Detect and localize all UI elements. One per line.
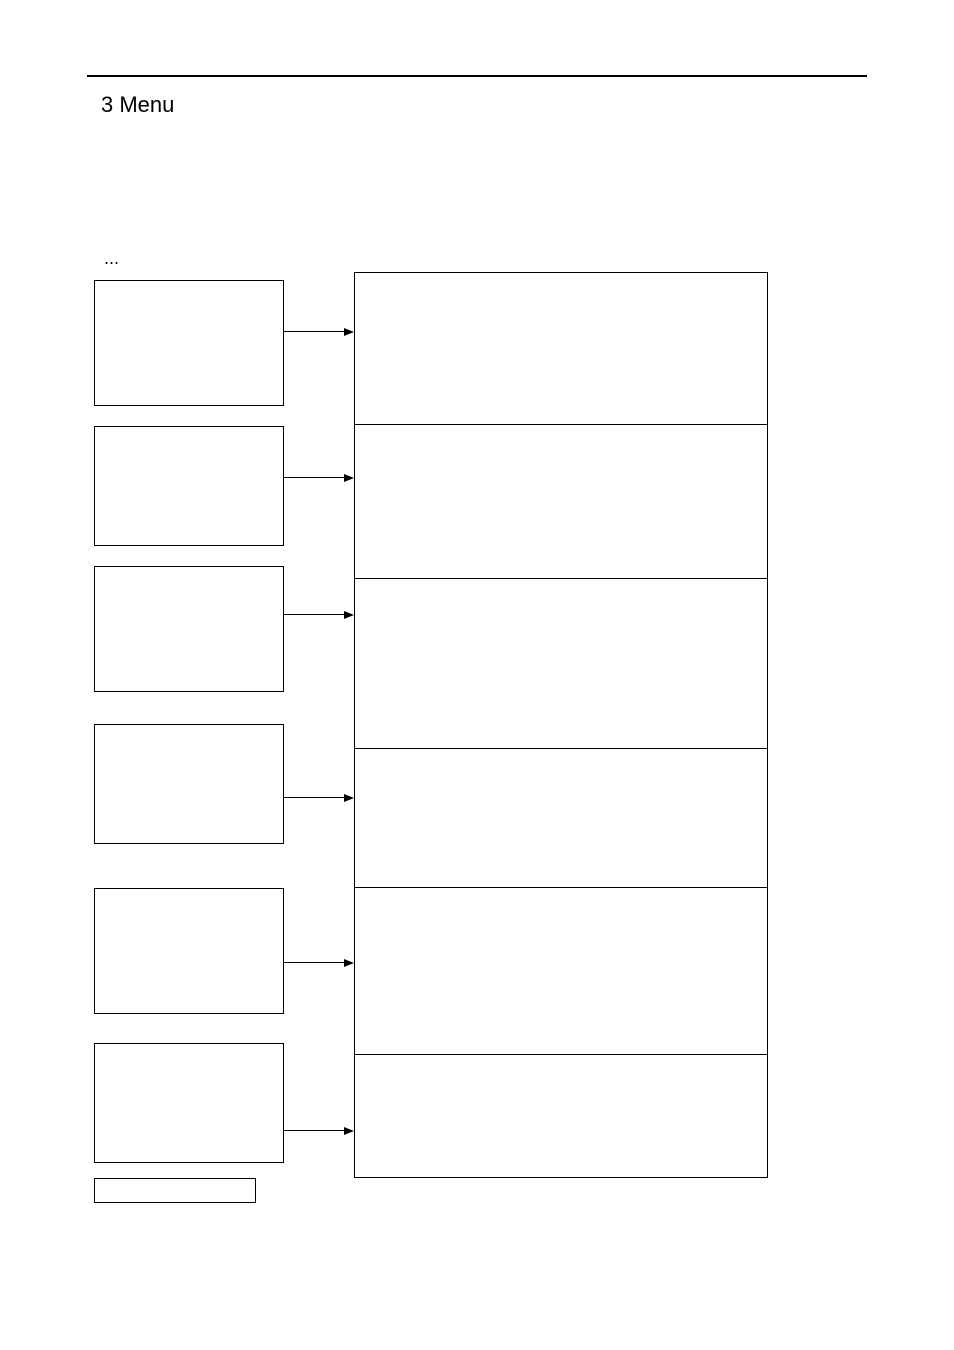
panel-divider-0 [355,424,767,425]
menu-box-0 [94,280,284,406]
menu-box-4 [94,888,284,1014]
menu-box-6 [94,1178,256,1203]
arrow-line-2 [284,614,344,615]
arrow-head-2 [344,611,354,619]
panel-divider-2 [355,748,767,749]
description-panel [354,272,768,1178]
menu-box-2 [94,566,284,692]
panel-divider-3 [355,887,767,888]
arrow-line-1 [284,477,344,478]
header-rule [87,75,867,77]
arrow-head-0 [344,328,354,336]
arrow-head-4 [344,959,354,967]
page: 3 Menu ... [0,0,954,1350]
menu-box-1 [94,426,284,546]
arrow-line-4 [284,962,344,963]
menu-box-5 [94,1043,284,1163]
panel-divider-4 [355,1054,767,1055]
arrow-line-5 [284,1130,344,1131]
arrow-head-5 [344,1127,354,1135]
menu-box-3 [94,724,284,844]
panel-divider-1 [355,578,767,579]
arrow-head-3 [344,794,354,802]
arrow-head-1 [344,474,354,482]
continuation-ellipsis: ... [104,248,119,269]
arrow-line-0 [284,331,344,332]
arrow-line-3 [284,797,344,798]
section-heading: 3 Menu [101,92,174,118]
